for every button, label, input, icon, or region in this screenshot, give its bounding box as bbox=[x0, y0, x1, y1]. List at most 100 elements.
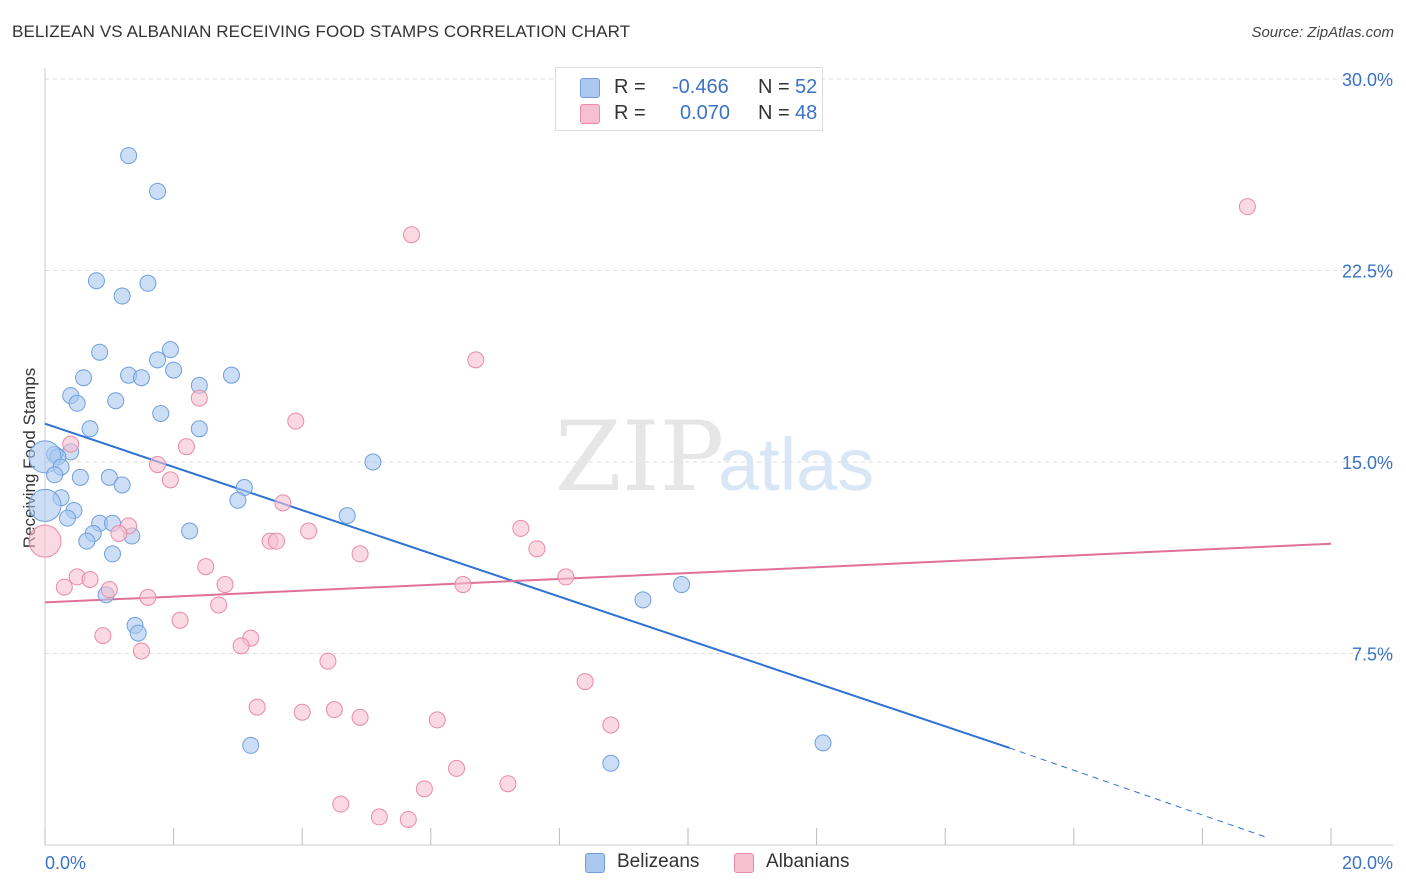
belizeans-point bbox=[120, 147, 138, 165]
r-label: R = bbox=[614, 76, 646, 98]
belizeans-trend-extension bbox=[1009, 747, 1267, 838]
albanians-point bbox=[216, 576, 234, 594]
albanians-point bbox=[267, 532, 285, 550]
albanians-point bbox=[602, 716, 620, 734]
belizeans-point bbox=[149, 182, 167, 200]
albanians-point bbox=[94, 627, 112, 645]
belizeans-point bbox=[104, 545, 122, 563]
albanians-point bbox=[177, 438, 195, 456]
albanians-point bbox=[161, 471, 179, 489]
tick-labels: 7.5% 15.0% 22.5% 30.0% 0.0% 20.0% bbox=[45, 70, 1393, 873]
watermark-zip: ZIP bbox=[555, 401, 724, 513]
belizeans-point bbox=[81, 420, 99, 438]
albanians-point bbox=[100, 581, 118, 599]
legend-swatch-blue bbox=[585, 853, 605, 873]
albanians-point bbox=[62, 435, 80, 453]
belizeans-point bbox=[364, 453, 382, 471]
belizeans-point bbox=[87, 272, 105, 290]
belizeans-point bbox=[100, 468, 118, 486]
albanians-point bbox=[403, 226, 421, 244]
x-tick-label: 0.0% bbox=[45, 853, 86, 873]
albanians-point bbox=[210, 596, 228, 614]
swatch-blue bbox=[580, 78, 600, 98]
watermark: ZIP atlas bbox=[555, 401, 874, 513]
albanians-point bbox=[399, 810, 417, 828]
albanians-point bbox=[110, 524, 128, 542]
r-value: -0.466 bbox=[672, 76, 729, 98]
swatch-pink bbox=[580, 104, 600, 124]
belizeans-point bbox=[165, 361, 183, 379]
albanians-point bbox=[132, 642, 150, 660]
belizeans-point bbox=[673, 576, 691, 594]
albanians-point bbox=[149, 456, 167, 474]
belizeans-point bbox=[338, 507, 356, 525]
albanians-point bbox=[448, 759, 466, 777]
grid-lines bbox=[45, 78, 1393, 654]
y-tick-label: 22.5% bbox=[1342, 262, 1393, 282]
albanians-point bbox=[576, 673, 594, 691]
belizeans-point bbox=[59, 509, 77, 527]
albanians-point bbox=[293, 703, 311, 721]
belizeans-point bbox=[46, 466, 64, 484]
belizeans-point bbox=[78, 532, 96, 550]
albanians-point bbox=[557, 568, 575, 586]
legend-label: Belizeans bbox=[617, 851, 700, 872]
albanians-point bbox=[274, 494, 292, 512]
belizeans-point bbox=[190, 420, 208, 438]
n-value: 48 bbox=[795, 102, 818, 124]
albanians-point bbox=[332, 795, 350, 813]
watermark-atlas: atlas bbox=[718, 423, 874, 506]
belizeans-point bbox=[132, 369, 150, 387]
belizeans-point bbox=[222, 366, 240, 384]
belizeans-point bbox=[91, 343, 109, 361]
belizeans-point bbox=[75, 369, 93, 387]
albanians-point bbox=[300, 522, 318, 540]
albanians-point bbox=[171, 611, 189, 629]
belizeans-point bbox=[229, 491, 247, 509]
r-value: 0.070 bbox=[680, 102, 731, 124]
source-credit: Source: ZipAtlas.com bbox=[1251, 24, 1394, 41]
belizeans-point bbox=[242, 736, 260, 754]
legend-label: Albanians bbox=[766, 851, 850, 872]
albanians-point bbox=[512, 519, 530, 537]
belizeans-point bbox=[28, 488, 62, 522]
n-label: N = bbox=[758, 76, 790, 98]
stats-box: R = -0.466 N = 52 R = 0.070 N = 48 bbox=[555, 67, 823, 131]
r-label: R = bbox=[614, 102, 646, 124]
belizeans-point bbox=[139, 274, 157, 292]
belizeans-point bbox=[634, 591, 652, 609]
albanians-point bbox=[428, 711, 446, 729]
y-tick-label: 30.0% bbox=[1342, 70, 1393, 90]
albanians-point bbox=[190, 389, 208, 407]
belizeans-point bbox=[149, 351, 167, 369]
legend-swatch-pink bbox=[734, 853, 754, 873]
data-points bbox=[28, 147, 1256, 828]
albanians-point bbox=[499, 775, 517, 793]
albanians-point bbox=[139, 588, 157, 606]
belizeans-point bbox=[71, 468, 89, 486]
albanians-point bbox=[232, 637, 250, 655]
chart-title: BELIZEAN VS ALBANIAN RECEIVING FOOD STAM… bbox=[12, 22, 631, 41]
belizeans-trend-line bbox=[44, 422, 1010, 749]
albanians-point bbox=[287, 412, 305, 430]
belizeans-point bbox=[107, 392, 125, 410]
y-tick-label: 7.5% bbox=[1352, 645, 1393, 665]
albanians-point bbox=[319, 652, 337, 670]
albanians-point bbox=[415, 780, 433, 798]
x-tick-label: 20.0% bbox=[1342, 853, 1393, 873]
albanians-point bbox=[351, 708, 369, 726]
albanians-point bbox=[248, 698, 266, 716]
n-label: N = bbox=[758, 102, 790, 124]
albanians-point bbox=[528, 540, 546, 558]
belizeans-point bbox=[161, 341, 179, 359]
belizeans-point bbox=[602, 754, 620, 772]
belizeans-point bbox=[68, 394, 86, 412]
albanians-trend-line bbox=[44, 542, 1332, 604]
albanians-point bbox=[454, 576, 472, 594]
albanians-point bbox=[325, 701, 343, 719]
belizeans-point bbox=[152, 404, 170, 422]
albanians-point bbox=[370, 808, 388, 826]
albanians-point bbox=[197, 558, 215, 576]
trend-lines bbox=[44, 422, 1332, 838]
